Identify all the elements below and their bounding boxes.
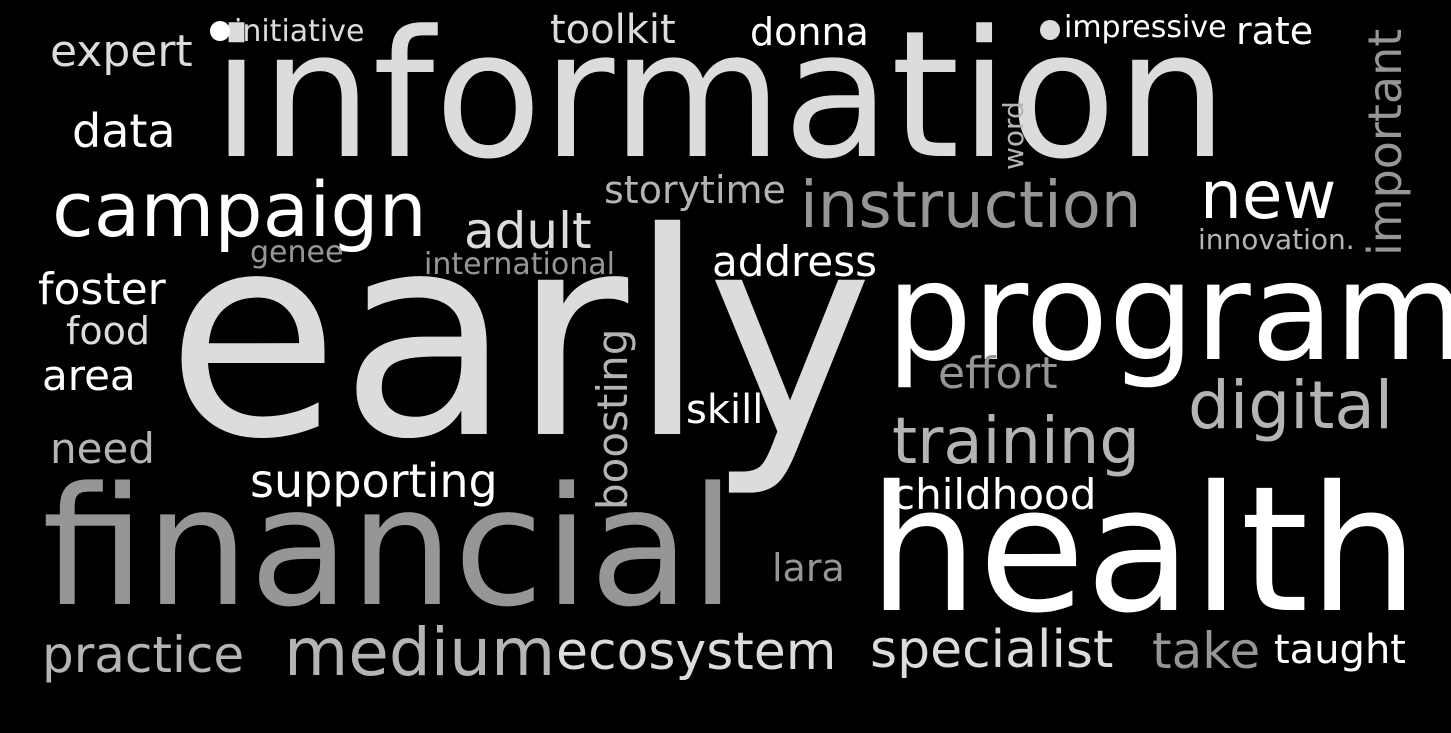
word-financial: financial <box>42 452 736 643</box>
word-toolkit: toolkit <box>550 7 676 53</box>
word-boosting: boosting <box>588 328 637 510</box>
word-lara: lara <box>772 546 845 590</box>
word-innovation: innovation. <box>1198 223 1355 256</box>
word-health: health <box>868 449 1419 652</box>
word-need: need <box>50 424 155 473</box>
word-childhood: childhood <box>892 470 1097 519</box>
word-ecosystem: ecosystem <box>556 622 837 682</box>
word-storytime: storytime <box>604 168 786 212</box>
word-take: take <box>1152 622 1261 680</box>
word-instruction: instruction <box>800 169 1142 243</box>
bullet-dot-icon <box>210 21 230 41</box>
word-initiative: initiative <box>234 14 365 49</box>
word-program: program <box>886 234 1451 392</box>
word-impressive: impressive <box>1064 10 1227 45</box>
word-early: early <box>166 172 874 501</box>
word-taught: taught <box>1274 627 1406 673</box>
word-rate: rate <box>1236 9 1314 53</box>
word-food: food <box>66 309 150 353</box>
word-important: important <box>1358 28 1412 256</box>
word-word: word <box>997 101 1030 170</box>
word-data: data <box>72 104 176 158</box>
word-skill: skill <box>686 387 764 433</box>
word-foster: foster <box>38 264 166 315</box>
word-supporting: supporting <box>250 454 498 508</box>
word-information: information <box>212 0 1228 198</box>
word-area: area <box>42 351 136 400</box>
word-address: address <box>712 237 878 286</box>
word-medium: medium <box>284 614 556 691</box>
word-international: international <box>424 247 615 282</box>
word-training: training <box>892 405 1140 479</box>
word-digital: digital <box>1188 367 1394 444</box>
word-campaign: campaign <box>52 165 427 254</box>
bullet-dot-icon <box>1040 20 1060 40</box>
word-practice: practice <box>42 626 245 684</box>
word-specialist: specialist <box>870 620 1114 680</box>
word-effort: effort <box>938 348 1058 399</box>
word-donna: donna <box>750 10 869 54</box>
word-expert: expert <box>50 26 193 77</box>
word-new: new <box>1200 157 1337 234</box>
word-adult: adult <box>464 202 592 260</box>
word-genee: genee <box>250 235 344 270</box>
